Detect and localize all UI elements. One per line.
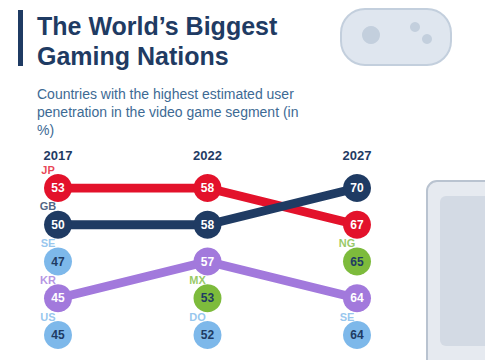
svg-text:Countries with the highest est: Countries with the highest estimated use… [37, 86, 298, 102]
svg-text:70: 70 [350, 181, 364, 195]
svg-text:Gaming Nations: Gaming Nations [37, 42, 229, 70]
svg-text:SE: SE [41, 237, 56, 249]
svg-text:67: 67 [350, 218, 364, 232]
svg-text:NG: NG [339, 237, 356, 249]
svg-text:MX: MX [189, 274, 206, 286]
svg-text:52: 52 [201, 328, 215, 342]
svg-text:SE: SE [340, 311, 355, 323]
svg-text:64: 64 [350, 328, 364, 342]
svg-text:JP: JP [41, 164, 54, 176]
svg-text:The World’s Biggest: The World’s Biggest [37, 12, 284, 40]
svg-text:KR: KR [40, 274, 56, 286]
svg-text:2027: 2027 [343, 148, 372, 163]
svg-text:65: 65 [350, 255, 364, 269]
svg-text:58: 58 [201, 181, 215, 195]
svg-text:US: US [40, 311, 55, 323]
svg-text:58: 58 [201, 218, 215, 232]
svg-text:64: 64 [350, 291, 364, 305]
svg-text:53: 53 [51, 181, 65, 195]
svg-text:DO: DO [189, 311, 206, 323]
svg-text:%): %) [37, 122, 54, 138]
svg-text:50: 50 [51, 218, 65, 232]
svg-text:53: 53 [201, 291, 215, 305]
svg-text:2022: 2022 [193, 148, 222, 163]
svg-text:2017: 2017 [44, 148, 73, 163]
svg-text:GB: GB [40, 200, 57, 212]
svg-text:45: 45 [51, 291, 65, 305]
svg-text:penetration in the video game: penetration in the video game segment (i… [37, 104, 302, 120]
svg-text:57: 57 [201, 255, 215, 269]
svg-text:45: 45 [51, 328, 65, 342]
svg-text:47: 47 [51, 255, 65, 269]
